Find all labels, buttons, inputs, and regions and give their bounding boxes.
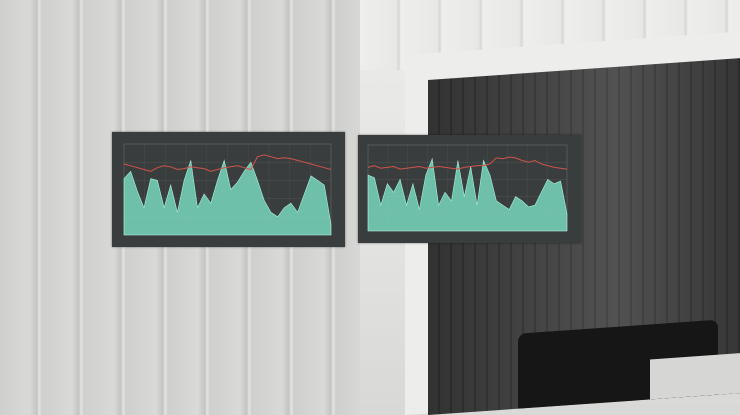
line-series xyxy=(367,156,568,170)
floor-patch xyxy=(650,353,740,400)
plot-frame xyxy=(123,143,332,236)
plot-frame xyxy=(367,144,568,232)
chart-right xyxy=(367,144,568,232)
line-series xyxy=(123,154,332,172)
chart-left xyxy=(123,143,332,236)
chart-panel-right xyxy=(358,135,581,243)
area-series xyxy=(123,159,332,236)
chart-panel-left xyxy=(112,132,345,247)
